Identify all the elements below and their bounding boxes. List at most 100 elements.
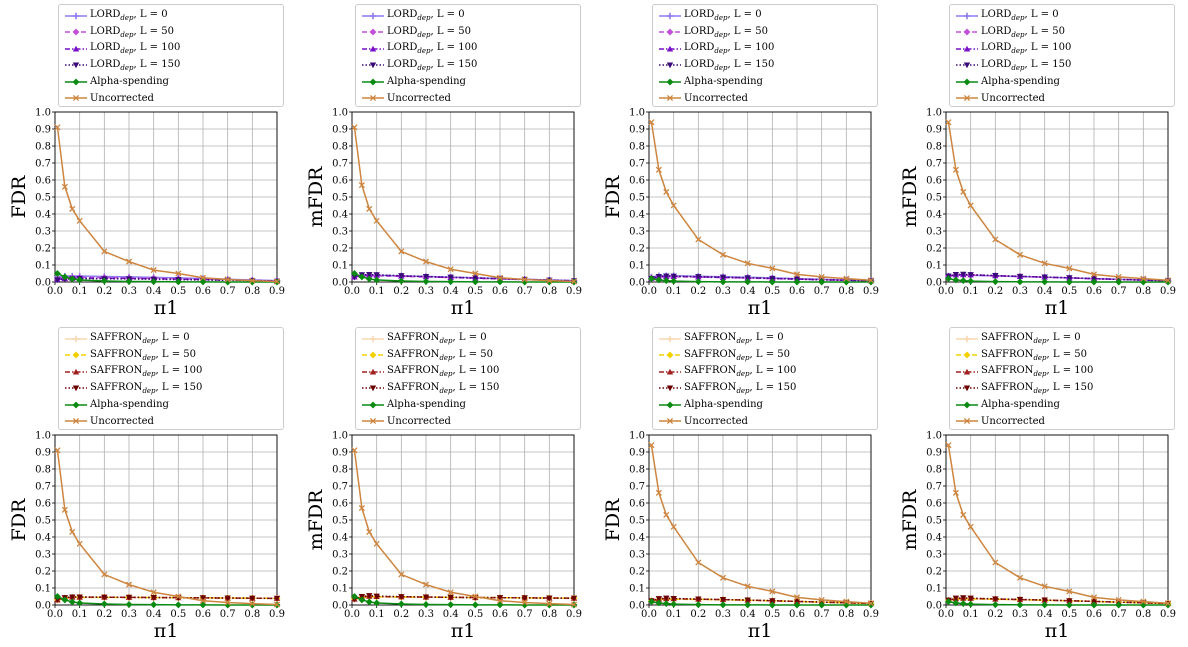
- legend-entry: Uncorrected: [956, 413, 1045, 430]
- legend-swatch: [362, 77, 384, 86]
- y-tick-label: 1.0: [926, 108, 942, 119]
- legend-label-base: Alpha-spending: [981, 399, 1060, 410]
- data-point: [373, 593, 380, 600]
- legend-label: Uncorrected: [387, 93, 451, 104]
- data-point: [397, 277, 405, 285]
- x-tick-label: 0.8: [541, 609, 557, 620]
- x-axis-label: π1: [451, 297, 476, 319]
- legend-label-subscript: dep: [1011, 63, 1025, 72]
- data-point: [546, 600, 553, 607]
- data-point: [818, 273, 825, 280]
- y-tick-label: 0.8: [629, 142, 645, 153]
- y-tick-label: 0.9: [629, 125, 645, 136]
- legend-swatch: [362, 400, 384, 409]
- legend-swatch: [65, 12, 87, 19]
- legend-marker: [369, 368, 377, 375]
- legend-entry: LORDdep, L = 0: [956, 7, 1059, 24]
- y-axis-label: FDR: [602, 175, 624, 218]
- data-point: [670, 595, 677, 602]
- legend-swatch: [956, 45, 978, 52]
- x-tick-label: 0.3: [1012, 286, 1028, 297]
- y-tick-label: 0.1: [926, 261, 942, 272]
- x-tick-label: 0.4: [1037, 609, 1053, 620]
- data-point: [521, 599, 528, 606]
- data-point: [960, 595, 967, 602]
- data-point: [69, 205, 76, 212]
- x-axis-label: π1: [154, 297, 179, 319]
- x-tick-label: 0.8: [244, 609, 260, 620]
- y-tick-label: 0.6: [332, 499, 348, 510]
- data-point: [960, 271, 967, 278]
- legend-swatch: [65, 28, 87, 36]
- legend-entry: LORDdep, L = 150: [65, 57, 180, 74]
- y-tick-label: 0.1: [629, 584, 645, 595]
- y-axis-label: mFDR: [899, 166, 921, 227]
- data-point: [54, 124, 61, 131]
- data-point: [174, 601, 182, 609]
- legend-entry: SAFFRONdep, L = 100: [65, 363, 202, 380]
- legend-label-suffix: , L = 150: [430, 58, 478, 70]
- legend-label-base: LORD: [90, 25, 121, 37]
- series-line: [651, 597, 872, 605]
- y-tick-label: 0.0: [35, 278, 51, 289]
- legend-entry: LORDdep, L = 100: [659, 40, 774, 57]
- legend-label-base: LORD: [981, 25, 1012, 37]
- y-tick-label: 0.4: [35, 533, 51, 544]
- x-tick-label: 0.9: [863, 286, 879, 297]
- data-point: [655, 599, 663, 607]
- data-point: [1016, 251, 1024, 258]
- x-tick-label: 0.1: [369, 609, 385, 620]
- data-point: [68, 275, 76, 283]
- legend-marker: [369, 45, 377, 52]
- legend-label-subscript: dep: [439, 370, 453, 378]
- y-tick-label: 0.2: [629, 567, 645, 578]
- legend-entry: Uncorrected: [65, 413, 154, 430]
- data-point: [521, 595, 528, 602]
- legend-swatch: [659, 417, 681, 425]
- data-point: [793, 594, 801, 601]
- legend-label: SAFFRONdep, L = 50: [981, 349, 1087, 362]
- legend-label-suffix: , L = 0: [452, 332, 487, 343]
- legend-marker: [72, 94, 80, 102]
- legend-entry: SAFFRONdep, L = 150: [659, 380, 796, 397]
- legend-label-subscript: dep: [417, 30, 431, 39]
- legend-entry: Uncorrected: [659, 413, 748, 430]
- x-tick-label: 0.8: [244, 286, 260, 297]
- chart-panel: LORDdep, L = 0 LORDdep, L = 50 LORDdep, L …: [891, 0, 1188, 323]
- legend-marker: [963, 368, 971, 375]
- legend-entry: LORDdep, L = 150: [362, 57, 477, 74]
- legend-label: LORDdep, L = 0: [387, 9, 465, 22]
- x-tick-label: 0.7: [517, 286, 533, 297]
- y-tick-label: 0.8: [926, 142, 942, 153]
- legend-label-suffix: , L = 150: [1046, 381, 1094, 393]
- legend-label-base: SAFFRON: [684, 348, 737, 360]
- legend-swatch: [65, 400, 87, 409]
- data-point: [744, 278, 752, 286]
- legend-entry: SAFFRONdep, L = 0: [659, 330, 784, 347]
- y-tick-label: 0.7: [35, 159, 51, 170]
- y-tick-label: 0.5: [35, 193, 51, 204]
- legend-label: Alpha-spending: [684, 76, 763, 87]
- legend-marker: [72, 45, 80, 52]
- y-tick-label: 1.0: [35, 108, 51, 119]
- x-tick-label: 0.9: [863, 609, 879, 620]
- data-point: [818, 601, 826, 609]
- data-point: [694, 278, 702, 286]
- data-point: [1016, 601, 1024, 609]
- x-tick-label: 0.7: [517, 609, 533, 620]
- legend-label-suffix: , L = 50: [155, 348, 197, 360]
- data-point: [100, 600, 108, 608]
- data-point: [422, 594, 430, 601]
- legend-label-base: SAFFRON: [90, 381, 143, 393]
- data-point: [199, 595, 207, 602]
- legend-entry: LORDdep, L = 0: [65, 7, 168, 24]
- legend-label-suffix: , L = 150: [749, 381, 797, 393]
- data-point: [843, 275, 850, 282]
- legend-entry: SAFFRONdep, L = 100: [362, 363, 499, 380]
- plot-area: 0.0 0.1 0.2 0.3 0.4 0.5 0.6 0.7 0.8 0.9 0.0 0.1 0.2 0…: [8, 431, 285, 643]
- legend-label-base: SAFFRON: [90, 332, 143, 343]
- x-tick-label: 0.9: [566, 286, 582, 297]
- legend-label-suffix: , L = 100: [1024, 42, 1072, 53]
- legend-label: SAFFRONdep, L = 0: [684, 332, 784, 345]
- y-tick-label: 0.8: [35, 465, 51, 476]
